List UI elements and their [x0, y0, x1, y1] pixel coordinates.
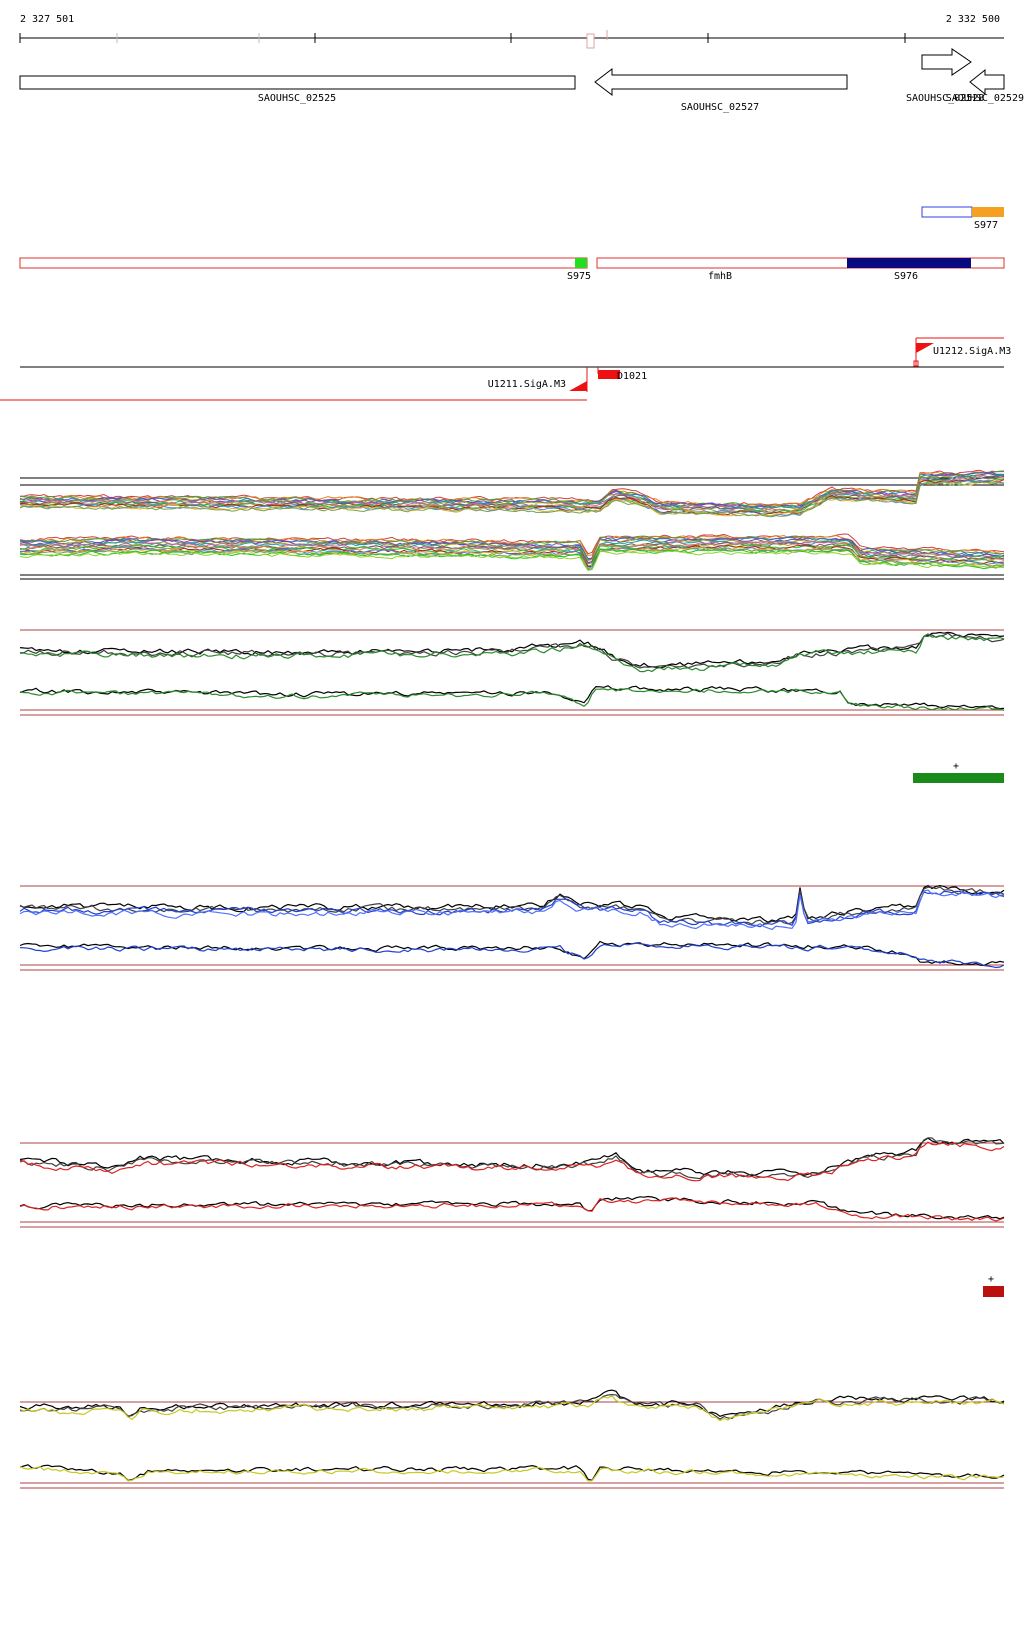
profile-line [19, 1197, 1005, 1222]
profile-line [19, 687, 1005, 711]
feature-label: S977 [974, 220, 998, 231]
profile-line [19, 533, 1005, 555]
promoter-flag[interactable] [569, 381, 587, 391]
expression-panel-blue [19, 884, 1005, 971]
profile-line [19, 475, 1005, 513]
profile-line [19, 479, 1005, 516]
start-coordinate: 2 327 501 [20, 14, 74, 25]
feature-box-orange[interactable] [972, 207, 1004, 217]
profile-line [19, 548, 1005, 571]
gene-label: SAOUHSC_02529 [946, 93, 1024, 104]
profile-line [19, 470, 1005, 507]
profile-line [19, 1141, 1005, 1182]
feature-label: fmhB [708, 271, 732, 282]
feature-box-navy[interactable] [847, 258, 971, 268]
profile-line [19, 1465, 1005, 1482]
profile-line [19, 886, 1005, 925]
profile-line [19, 1394, 1005, 1422]
profile-line [19, 549, 1005, 571]
end-coordinate: 2 332 500 [946, 14, 1000, 25]
feature-box-outline[interactable] [19, 257, 588, 269]
promoter-foot [913, 360, 919, 367]
profile-line [19, 940, 1005, 967]
profile-line [19, 1389, 1005, 1418]
profile-line [19, 889, 1005, 931]
feature-label: S975 [567, 271, 591, 282]
feature-box-green[interactable] [575, 258, 587, 268]
profile-line [19, 1464, 1005, 1482]
blue-profile-lines [19, 884, 1005, 969]
expression-panel-green: + [19, 629, 1005, 783]
yellow-profile-lines [19, 1389, 1005, 1482]
profile-line [19, 942, 1005, 969]
plus-bar-red[interactable] [983, 1286, 1004, 1297]
gene-forward-arrow[interactable] [921, 48, 972, 76]
plus-mark: + [988, 1274, 994, 1285]
profile-line [19, 884, 1005, 923]
promoter-flag[interactable] [916, 343, 934, 353]
promoter-label: D1021 [617, 371, 647, 382]
gene-label: SAOUHSC_02525 [258, 93, 336, 104]
profile-line [20, 632, 1005, 669]
feature-track: S977 S975 fmhB S976 [19, 206, 1005, 282]
gene-label: SAOUHSC_02528 [906, 93, 984, 104]
profile-line [19, 685, 1005, 710]
gene-reverse-arrow[interactable] [969, 68, 1005, 96]
profile-line [19, 481, 1005, 518]
ruler-marker [586, 33, 595, 49]
coordinate-ruler: 2 327 501 2 332 500 [19, 14, 1004, 49]
profile-line [19, 1393, 1005, 1420]
profile-line [19, 537, 1005, 562]
red-profile-lines [19, 1137, 1005, 1222]
promoter-label: U1212.SigA.M3 [933, 346, 1011, 357]
profile-line [19, 1195, 1005, 1220]
expression-panel-multicolor [19, 469, 1005, 580]
green-profile-lines [19, 631, 1005, 711]
profile-line [19, 472, 1005, 509]
expression-panel-red: + [19, 1137, 1005, 1297]
promoter-block[interactable] [598, 370, 620, 379]
feature-box-blue-outline[interactable] [921, 206, 973, 218]
gene-track: SAOUHSC_02525 SAOUHSC_02527 SAOUHSC_0252… [19, 48, 1024, 113]
plus-mark: + [953, 761, 959, 772]
promoter-track: U1212.SigA.M3 U1211.SigA.M3 D1021 [0, 337, 1011, 401]
gene-box[interactable] [19, 75, 576, 90]
profile-line [19, 633, 1005, 673]
gene-reverse-arrow[interactable] [594, 67, 848, 97]
feature-box-outline[interactable] [596, 257, 1005, 269]
gene-label: SAOUHSC_02527 [681, 102, 759, 113]
profile-line [19, 890, 1005, 928]
promoter-label: U1211.SigA.M3 [488, 379, 566, 390]
profile-line [19, 542, 1005, 567]
profile-line [19, 547, 1005, 570]
feature-label: S976 [894, 271, 918, 282]
plus-bar-green[interactable] [913, 773, 1004, 783]
expression-panel-yellow [19, 1389, 1005, 1489]
multicolor-profile-lines [19, 469, 1005, 571]
profile-line [19, 1137, 1005, 1177]
